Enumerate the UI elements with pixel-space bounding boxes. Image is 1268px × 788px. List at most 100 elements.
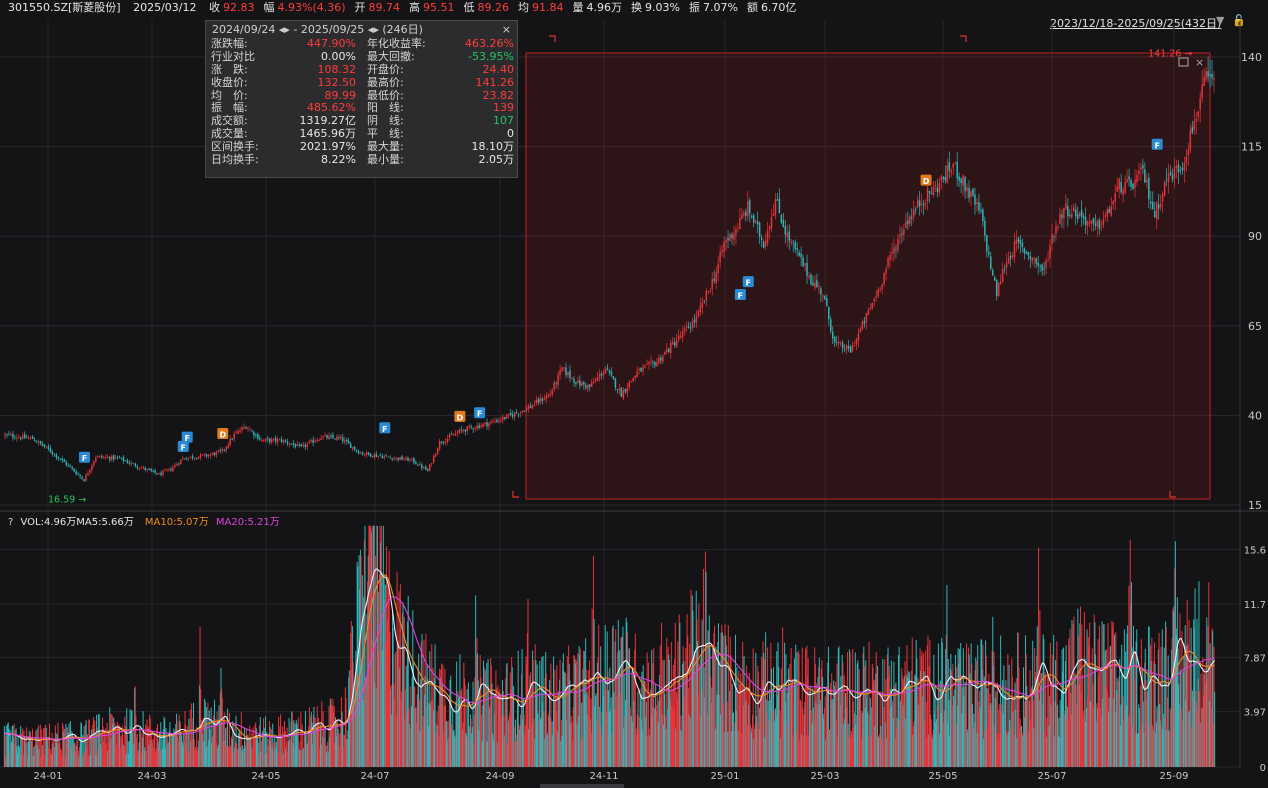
candle-body bbox=[365, 452, 368, 455]
volume-bar bbox=[136, 734, 138, 767]
candle-body bbox=[703, 300, 706, 302]
candle-body bbox=[529, 405, 532, 408]
candle bbox=[486, 418, 488, 430]
volume-bar bbox=[856, 663, 858, 767]
candle-body bbox=[808, 275, 810, 278]
volume-bar bbox=[846, 652, 848, 767]
stock-code[interactable]: 301550.SZ[斯菱股份] bbox=[8, 1, 121, 14]
candle bbox=[444, 438, 447, 446]
scrollbar-thumb[interactable] bbox=[540, 784, 624, 788]
candle-body bbox=[180, 459, 182, 465]
help-icon[interactable]: ? bbox=[8, 517, 14, 528]
event-marker-f[interactable]: F bbox=[79, 451, 91, 464]
volume-bar bbox=[521, 649, 523, 767]
volume-bar bbox=[21, 733, 23, 767]
volume-bar bbox=[1203, 695, 1205, 767]
candle-body bbox=[1029, 256, 1032, 259]
volume-bar bbox=[1066, 706, 1068, 767]
candle-body bbox=[57, 456, 60, 459]
maximize-icon[interactable] bbox=[1178, 57, 1189, 67]
volume-bar bbox=[881, 691, 883, 767]
volume-bar bbox=[60, 749, 62, 767]
candle bbox=[579, 375, 581, 390]
candle-body bbox=[897, 238, 899, 251]
event-marker-f[interactable]: F bbox=[474, 407, 486, 419]
volume-bar bbox=[276, 741, 278, 767]
volume-bar bbox=[67, 732, 69, 767]
close-icon[interactable]: × bbox=[1195, 56, 1204, 69]
volume-bar bbox=[44, 754, 46, 767]
volume-bar bbox=[436, 711, 438, 767]
volume-bar bbox=[1119, 725, 1121, 767]
stats-row: 涨 跌: 108.32 开盘价: 24.40 bbox=[206, 63, 517, 77]
chevron-down-icon[interactable]: ▼ bbox=[1216, 14, 1225, 27]
volume-bar bbox=[841, 654, 843, 767]
volume-bar bbox=[24, 736, 26, 767]
event-marker-f[interactable]: F bbox=[742, 276, 754, 288]
volume-bar bbox=[903, 679, 905, 767]
volume-bar bbox=[1037, 677, 1039, 767]
candle-body bbox=[569, 370, 571, 378]
volume-bar bbox=[647, 735, 649, 767]
candle bbox=[1199, 91, 1201, 123]
candle bbox=[304, 442, 307, 451]
volume-bar bbox=[528, 694, 530, 767]
volume-bar bbox=[1154, 664, 1156, 767]
candle bbox=[170, 466, 172, 472]
candle bbox=[729, 233, 731, 242]
candle bbox=[818, 282, 820, 295]
volume-bar bbox=[295, 732, 297, 767]
vol-value: VOL:4.96万 bbox=[20, 517, 77, 528]
candle-body bbox=[509, 412, 512, 415]
event-marker-d[interactable]: D bbox=[920, 174, 932, 187]
volume-bar bbox=[1036, 655, 1038, 767]
close-icon[interactable]: × bbox=[501, 23, 511, 36]
candle bbox=[249, 426, 251, 431]
candle-body bbox=[980, 210, 982, 212]
volume-bar bbox=[658, 701, 660, 767]
candle bbox=[164, 468, 166, 472]
volume-bar bbox=[374, 555, 376, 767]
volume-bar bbox=[1199, 722, 1201, 767]
candle-body bbox=[464, 429, 467, 432]
volume-bar bbox=[929, 639, 931, 767]
candle-body bbox=[187, 457, 190, 459]
candle bbox=[45, 446, 48, 449]
volume-bar bbox=[608, 690, 610, 767]
volume-bar bbox=[739, 683, 741, 767]
event-marker-f[interactable]: F bbox=[734, 288, 746, 301]
event-marker-d[interactable]: D bbox=[217, 428, 229, 440]
candle-body bbox=[1191, 127, 1194, 133]
candle bbox=[529, 402, 532, 409]
candle-body bbox=[104, 457, 107, 458]
date-range-selector[interactable]: 2023/12/18-2025/09/25(432日) bbox=[1050, 17, 1222, 30]
candle bbox=[873, 297, 875, 307]
event-marker-d[interactable]: D bbox=[454, 410, 466, 423]
volume-bar bbox=[647, 662, 649, 767]
candle bbox=[154, 468, 156, 475]
volume-bar bbox=[568, 645, 570, 767]
volume-bar bbox=[645, 717, 647, 767]
volume-bar bbox=[863, 665, 865, 767]
event-marker-f[interactable]: F bbox=[177, 440, 189, 453]
event-marker-f[interactable]: F bbox=[379, 422, 391, 434]
candle-body bbox=[168, 468, 170, 470]
volume-bar bbox=[624, 717, 626, 767]
lock-icon[interactable]: 🔓 bbox=[1231, 14, 1246, 27]
volume-bar bbox=[988, 673, 990, 767]
volume-bar bbox=[603, 696, 605, 767]
candle bbox=[948, 151, 951, 179]
event-marker-f[interactable]: F bbox=[181, 431, 193, 444]
volume-bar bbox=[217, 744, 219, 767]
candle-body bbox=[701, 302, 704, 308]
volume-bar bbox=[320, 745, 322, 767]
ma20-line bbox=[4, 596, 1215, 741]
candle bbox=[760, 234, 763, 248]
candle bbox=[332, 431, 334, 440]
volume-bar bbox=[110, 738, 112, 767]
event-marker-f[interactable]: F bbox=[1151, 138, 1163, 151]
volume-bar bbox=[461, 688, 463, 767]
candle bbox=[263, 439, 265, 443]
volume-bar bbox=[717, 641, 719, 767]
